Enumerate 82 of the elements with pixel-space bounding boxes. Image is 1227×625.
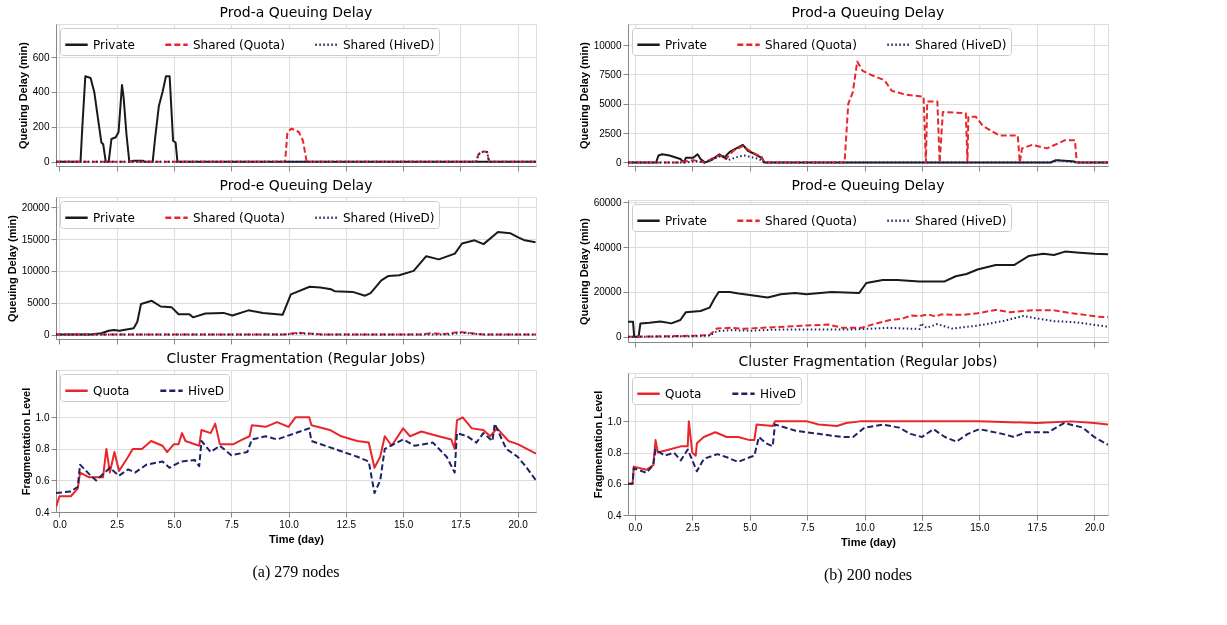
legend-label: Shared (Quota) (193, 37, 285, 52)
legend-label: HiveD (188, 383, 225, 398)
x-tick-label: 0.0 (52, 518, 68, 530)
legend-label: HiveD (760, 386, 797, 401)
x-tick-label: 17.5 (1027, 521, 1048, 533)
line-series (56, 422, 536, 495)
y-tick-label: 400 (32, 86, 50, 98)
legend-label: Shared (HiveD) (343, 210, 435, 225)
legend-label: Private (665, 37, 707, 52)
y-tick-label: 0.4 (35, 506, 50, 518)
x-tick-label: 0.0 (628, 521, 643, 533)
y-tick-label: 0.4 (607, 509, 622, 521)
chart-title: Prod-a Queuing Delay (791, 4, 945, 20)
y-tick-label: 2500 (599, 127, 622, 139)
x-tick-label: 20.0 (1084, 521, 1105, 533)
legend-label: Private (665, 213, 707, 228)
y-tick-label: 10000 (21, 265, 50, 277)
y-tick-label: 5000 (27, 297, 50, 309)
x-tick-label: 20.0 (508, 518, 529, 530)
text: (b) 200 nodes (824, 566, 912, 584)
x-axis-title: Time (day) (841, 535, 897, 548)
y-tick-label: 0 (43, 329, 50, 341)
line-series (628, 308, 1108, 338)
legend-label: Private (93, 37, 135, 52)
y-tick-label: 0 (615, 331, 622, 343)
y-tick-label: 1.0 (607, 415, 622, 427)
x-tick-label: 15.0 (970, 521, 991, 533)
text: (a) 279 nodes (252, 563, 340, 581)
y-tick-label: 0.6 (35, 474, 50, 486)
y-axis-title: Fragmentation Level (19, 387, 32, 496)
legend-label: Shared (Quota) (765, 37, 857, 52)
y-tick-label: 60000 (593, 196, 622, 208)
y-tick-label: 0.8 (35, 443, 50, 455)
y-axis-title: Queuing Delay (min) (16, 41, 29, 149)
y-axis-title: Queuing Delay (min) (577, 41, 590, 149)
legend-label: Shared (HiveD) (915, 37, 1007, 52)
y-tick-label: 7500 (599, 68, 622, 80)
y-tick-label: 0 (43, 156, 50, 168)
chart-title: Prod-e Queuing Delay (791, 177, 945, 194)
y-tick-label: 20000 (593, 286, 622, 298)
x-tick-label: 12.5 (336, 518, 357, 530)
y-axis-title: Queuing Delay (min) (5, 214, 18, 322)
y-tick-label: 200 (32, 121, 50, 133)
legend-label: Shared (HiveD) (343, 37, 435, 52)
y-tick-label: 1.0 (35, 411, 50, 423)
line-series (56, 416, 536, 509)
chart-title: Cluster Fragmentation (Regular Jobs) (738, 353, 998, 369)
x-tick-label: 12.5 (912, 521, 933, 533)
x-axis-title: Time (day) (269, 532, 325, 545)
line-series (56, 127, 536, 163)
y-tick-label: 600 (32, 51, 50, 63)
x-tick-label: 7.5 (224, 518, 240, 530)
y-tick-label: 0.8 (607, 447, 622, 459)
legend-label: Quota (93, 383, 130, 398)
legend-label: Shared (Quota) (765, 213, 857, 228)
x-tick-label: 5.0 (167, 518, 182, 530)
legend-label: Quota (665, 386, 702, 401)
chart-title: Cluster Fragmentation (Regular Jobs) (166, 350, 426, 366)
y-tick-label: 40000 (593, 241, 622, 253)
x-tick-label: 10.0 (855, 521, 876, 533)
x-tick-label: 5.0 (743, 521, 758, 533)
y-axis-title: Queuing Delay (min) (577, 217, 590, 325)
y-axis-title: Fragmentation Level (591, 390, 604, 499)
x-tick-label: 15.0 (393, 518, 414, 530)
y-tick-label: 0 (615, 156, 622, 168)
y-tick-label: 0.6 (607, 478, 622, 490)
y-tick-label: 5000 (599, 98, 622, 110)
line-series (628, 314, 1108, 338)
legend-label: Shared (Quota) (193, 210, 285, 225)
y-tick-label: 15000 (21, 233, 50, 245)
y-tick-label: 10000 (593, 39, 622, 51)
x-tick-label: 7.5 (800, 521, 816, 533)
x-tick-label: 10.0 (279, 518, 300, 530)
line-series (628, 250, 1108, 338)
x-tick-label: 2.5 (685, 521, 701, 533)
x-tick-label: 17.5 (451, 518, 472, 530)
chart-title: Prod-a Queuing Delay (219, 4, 373, 20)
legend-label: Shared (HiveD) (915, 213, 1007, 228)
legend-label: Private (93, 210, 135, 225)
x-tick-label: 2.5 (110, 518, 125, 530)
chart-title: Prod-e Queuing Delay (219, 177, 373, 193)
y-tick-label: 20000 (21, 201, 50, 213)
